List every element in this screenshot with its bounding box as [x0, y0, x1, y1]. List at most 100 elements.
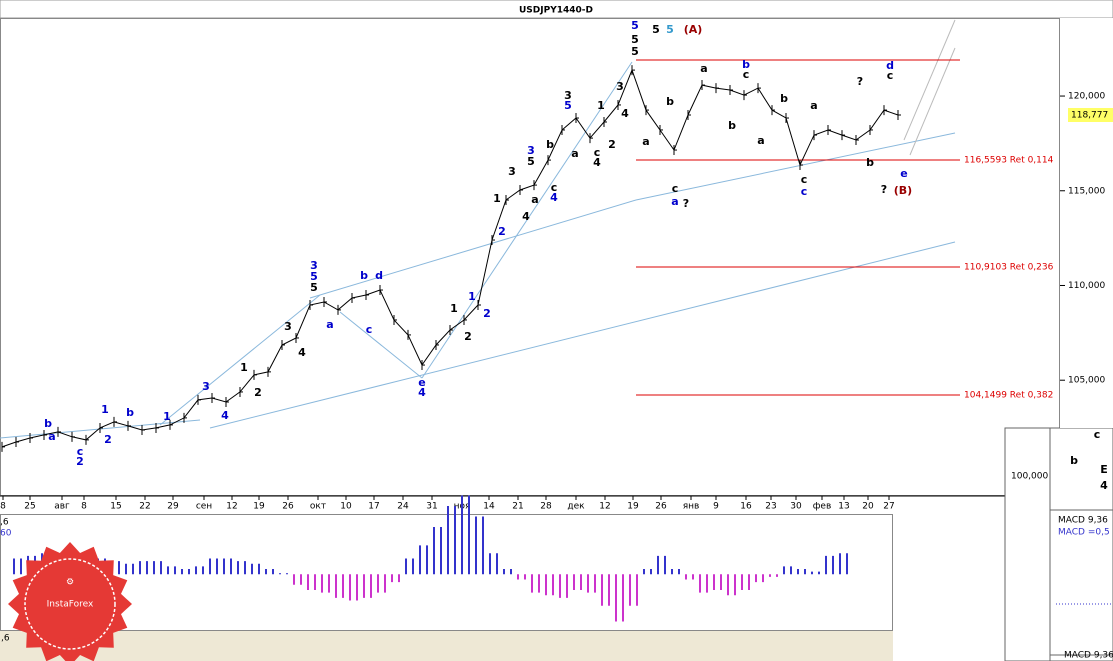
- wave-label: 5: [631, 45, 639, 58]
- wave-label: b: [742, 58, 750, 71]
- x-tick-label: 14: [483, 502, 495, 512]
- wave-label: 5: [631, 33, 639, 46]
- wave-label: 2: [464, 330, 472, 343]
- current-price: 118,777: [1071, 110, 1108, 120]
- x-tick-label: 17: [368, 502, 379, 512]
- price-axis: [1060, 18, 1113, 428]
- x-tick-label: 15: [110, 502, 121, 512]
- wave-label: a: [571, 147, 578, 160]
- level-label: 116,5593 Ret 0,114: [964, 156, 1054, 166]
- inset-wave: b: [1070, 454, 1078, 467]
- logo-text: InstaForex: [47, 600, 94, 610]
- wave-label: a: [700, 62, 707, 75]
- x-tick-label: 23: [765, 502, 776, 512]
- wave-label: c: [77, 445, 84, 458]
- x-tick-label: окт: [310, 502, 326, 512]
- x-tick-label: 10: [340, 502, 352, 512]
- channel-line: [909, 47, 956, 156]
- wave-label: 1: [163, 410, 171, 423]
- wave-label: c: [551, 181, 558, 194]
- wave-label: 3: [284, 320, 292, 333]
- x-tick-label: 26: [282, 502, 294, 512]
- wave-label: ?: [857, 75, 863, 88]
- x-tick-label: 12: [226, 502, 237, 512]
- wave-label: 3: [616, 80, 624, 93]
- channel-line: [903, 19, 956, 141]
- inset-macd-label: MACD =0,5: [1058, 528, 1110, 538]
- x-tick-label: 28: [540, 502, 552, 512]
- wave-label: c: [672, 182, 679, 195]
- wave-label: b: [44, 417, 52, 430]
- wave-label: 1: [493, 192, 501, 205]
- wave-label: b: [666, 95, 674, 108]
- level-label: 104,1499 Ret 0,382: [964, 391, 1053, 401]
- wave-label: ?: [683, 197, 689, 210]
- x-tick-label: янв: [683, 502, 700, 512]
- wave-label: 4: [550, 191, 558, 204]
- wave-label: 4: [298, 346, 306, 359]
- wave-label: d: [375, 269, 383, 282]
- wave-label: 4: [522, 210, 530, 223]
- wave-label: 3: [564, 89, 572, 102]
- wave-label: 4: [221, 409, 229, 422]
- inset-wave: 4: [1100, 479, 1108, 492]
- inset-wave: E: [1100, 463, 1108, 476]
- wave-label: 1: [450, 302, 458, 315]
- wave-label: ?: [881, 183, 887, 196]
- wave-label: 3: [310, 259, 318, 272]
- wave-label: a: [48, 430, 55, 443]
- wave-label: 4: [593, 156, 601, 169]
- wave-label: a: [326, 318, 333, 331]
- wave-label: 5: [310, 281, 318, 294]
- x-tick-label: 30: [790, 502, 802, 512]
- trend-line: [339, 311, 423, 379]
- x-tick-label: 12: [599, 502, 610, 512]
- wave-label: d: [886, 59, 894, 72]
- wave-label: b: [546, 138, 554, 151]
- bottom-strip: [0, 631, 893, 661]
- x-tick-label: 8: [0, 502, 6, 512]
- x-tick-label: 22: [139, 502, 150, 512]
- current-price-box: [1068, 107, 1113, 122]
- wave-label: 5: [652, 23, 660, 36]
- wave-label: 1: [468, 290, 476, 303]
- x-tick-label: 16: [740, 502, 752, 512]
- wave-label: b: [360, 269, 368, 282]
- wave-label: b: [126, 406, 134, 419]
- wave-label: c: [594, 146, 601, 159]
- wave-label: 5: [527, 155, 535, 168]
- wave-label: a: [642, 135, 649, 148]
- inset-price: 100,000: [1011, 472, 1048, 482]
- wave-label: a: [531, 193, 538, 206]
- trend-line: [209, 241, 956, 429]
- trend-line: [309, 199, 637, 299]
- x-tick-label: 24: [397, 502, 409, 512]
- logo: ⚙ InstaForex: [8, 542, 132, 661]
- trend-line: [159, 294, 321, 426]
- wave-label: a: [810, 99, 817, 112]
- wave-label: 3: [202, 380, 210, 393]
- logo-ring: [24, 558, 116, 650]
- level-label: 110,9103 Ret 0,236: [964, 263, 1054, 273]
- wave-label: 3: [527, 144, 535, 157]
- wave-label: 2: [254, 386, 262, 399]
- x-tick-label: 8: [81, 502, 87, 512]
- wave-label: 1: [597, 99, 605, 112]
- x-tick-label: 9: [713, 502, 719, 512]
- x-tick-label: авг: [54, 502, 70, 512]
- macd-frame: [0, 514, 893, 631]
- wave-label: e: [418, 376, 425, 389]
- wave-label: 2: [104, 433, 112, 446]
- wave-label: b: [866, 156, 874, 169]
- x-tick-label: фев: [813, 502, 832, 512]
- wave-label: 2: [608, 138, 616, 151]
- x-tick-label: 27: [883, 502, 894, 512]
- x-tick-label: 20: [862, 502, 874, 512]
- wave-label: 2: [483, 307, 491, 320]
- x-tick-label: дек: [567, 502, 585, 512]
- x-tick-label: 25: [24, 502, 35, 512]
- inset-bottom-label: MACD 9,36: [1064, 651, 1113, 661]
- wave-label: b: [728, 119, 736, 132]
- wave-label: a: [671, 195, 678, 208]
- inset-window: [1004, 427, 1113, 661]
